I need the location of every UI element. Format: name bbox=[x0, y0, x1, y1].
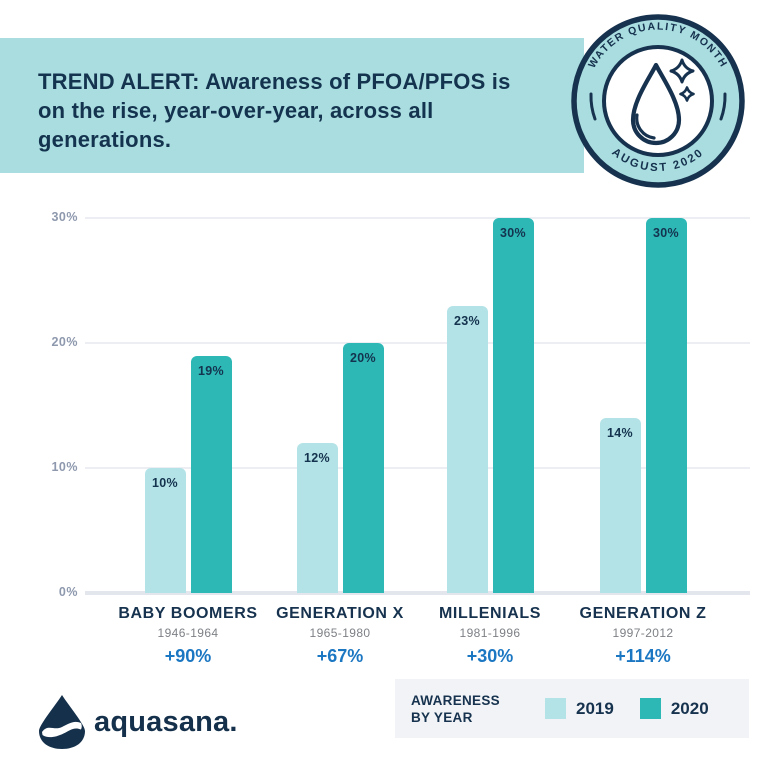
water-drop-icon bbox=[630, 62, 682, 146]
category-years: 1965-1980 bbox=[309, 626, 371, 640]
category-years: 1946-1964 bbox=[157, 626, 219, 640]
gridline bbox=[85, 467, 750, 469]
title-line-1: TREND ALERT: Awareness of PFOA/PFOS is bbox=[38, 69, 511, 94]
legend-title-line-1: AWARENESS bbox=[411, 692, 500, 708]
category-change: +67% bbox=[316, 646, 364, 666]
bar-2019: 12% bbox=[296, 443, 338, 593]
legend-swatch-2019 bbox=[545, 698, 566, 719]
category-label: BABY BOOMERS bbox=[118, 605, 258, 622]
bar-value-label: 10% bbox=[152, 476, 178, 490]
bar-2020: 19% bbox=[190, 355, 232, 593]
water-quality-month-badge: WATER QUALITY MONTH AUGUST 2020 bbox=[571, 14, 745, 188]
sparkle-icon-small bbox=[679, 86, 695, 102]
bar-value-label: 30% bbox=[653, 226, 679, 240]
brand-dot: . bbox=[229, 705, 238, 738]
bar-2019: 10% bbox=[144, 468, 186, 593]
brand-wordmark: aquasana bbox=[94, 705, 230, 738]
bar-2020: 20% bbox=[342, 343, 384, 593]
legend: AWARENESS BY YEAR 2019 2020 bbox=[395, 679, 749, 738]
category-change: +90% bbox=[164, 646, 212, 666]
legend-title: AWARENESS BY YEAR bbox=[411, 692, 533, 726]
y-tick-label: 0% bbox=[58, 585, 78, 599]
brand-logo: aquasana. bbox=[36, 694, 237, 750]
y-tick-label: 20% bbox=[51, 335, 78, 349]
brand-drop-icon bbox=[39, 695, 85, 749]
page-title: TREND ALERT: Awareness of PFOA/PFOS is o… bbox=[38, 67, 558, 154]
category-block: BABY BOOMERS 1946-1964 +90% bbox=[93, 605, 283, 667]
bar-value-label: 20% bbox=[350, 351, 376, 365]
badge-right-dash bbox=[719, 92, 727, 121]
category-label: GENERATION Z bbox=[579, 605, 707, 622]
bar-2019: 23% bbox=[446, 305, 488, 593]
legend-swatch-2020 bbox=[639, 698, 661, 719]
legend-title-line-2: BY YEAR bbox=[411, 709, 473, 725]
title-line-2: on the rise, year-over-year, across all bbox=[38, 98, 434, 123]
x-axis-line bbox=[85, 591, 750, 595]
legend-item-2020: 2020 bbox=[639, 698, 709, 719]
bar-2020: 30% bbox=[492, 218, 534, 593]
bar-chart: 0% 10% 20% 30% 10% 19% BABY BOOMERS 1946-1964 +9… bbox=[0, 195, 780, 675]
title-banner: TREND ALERT: Awareness of PFOA/PFOS is o… bbox=[0, 38, 584, 173]
gridline bbox=[85, 342, 750, 344]
bar-value-label: 19% bbox=[198, 363, 224, 378]
bar-value-label: 23% bbox=[454, 313, 480, 328]
category-change: +30% bbox=[466, 646, 514, 666]
sparkle-icon bbox=[669, 58, 695, 84]
bar-value-label: 14% bbox=[607, 426, 633, 440]
badge-left-dash bbox=[589, 92, 597, 121]
bar-2020: 30% bbox=[645, 218, 687, 593]
gridline bbox=[85, 217, 750, 219]
bar-value-label: 30% bbox=[500, 226, 526, 240]
bar-2019: 14% bbox=[599, 418, 641, 593]
category-years: 1981-1996 bbox=[459, 626, 521, 640]
category-block: MILLENIALS 1981-1996 +30% bbox=[395, 605, 585, 667]
y-tick-label: 30% bbox=[51, 210, 78, 224]
category-block: GENERATION X 1965-1980 +67% bbox=[245, 605, 435, 667]
title-line-3: generations. bbox=[38, 127, 172, 152]
category-label: GENERATION X bbox=[276, 605, 404, 622]
legend-item-2019: 2019 bbox=[545, 698, 614, 719]
category-label: MILLENIALS bbox=[439, 605, 541, 622]
bar-value-label: 12% bbox=[304, 451, 330, 465]
legend-label-2019: 2019 bbox=[576, 698, 614, 718]
y-tick-label: 10% bbox=[51, 460, 78, 474]
category-years: 1997-2012 bbox=[612, 626, 674, 640]
drop-highlight bbox=[635, 113, 656, 140]
legend-label-2020: 2020 bbox=[670, 698, 709, 718]
category-block: GENERATION Z 1997-2012 +114% bbox=[548, 605, 738, 667]
category-change: +114% bbox=[615, 646, 671, 666]
